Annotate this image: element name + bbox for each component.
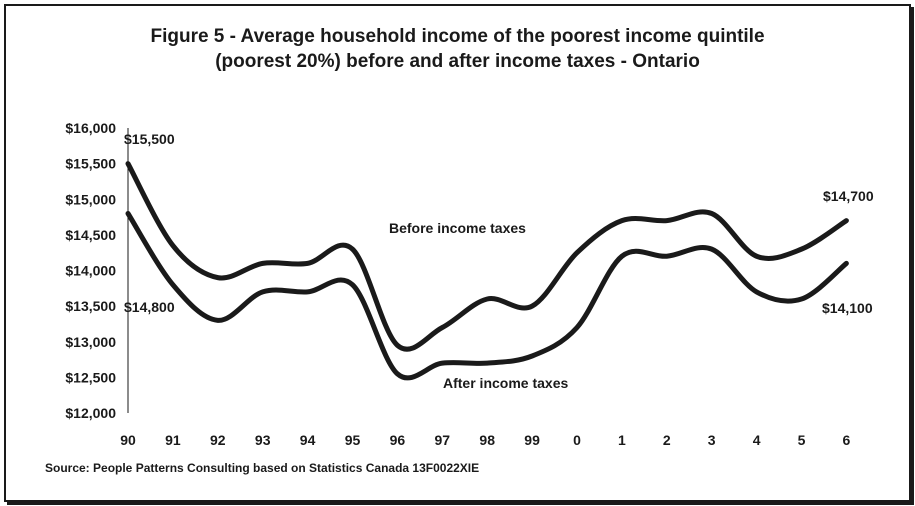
y-tick-label: $13,500 xyxy=(65,298,116,314)
before-end-value-label: $14,700 xyxy=(823,188,874,204)
y-tick-label: $15,000 xyxy=(65,191,116,207)
x-tick-label: 98 xyxy=(479,432,495,448)
chart-title-line-2: (poorest 20%) before and after income ta… xyxy=(215,51,700,72)
x-tick-label: 95 xyxy=(345,432,361,448)
chart-frame xyxy=(4,4,911,502)
before-series-label: Before income taxes xyxy=(389,220,526,236)
y-tick-label: $14,500 xyxy=(65,227,116,243)
source-note: Source: People Patterns Consulting based… xyxy=(45,461,480,475)
x-axis-ticks: 90 91 92 93 94 95 96 97 98 99 0 1 2 3 4 5 6 xyxy=(120,432,850,448)
before-income-taxes-line xyxy=(125,161,849,352)
x-tick-label: 1 xyxy=(618,432,626,448)
y-tick-label: $14,000 xyxy=(65,263,116,279)
x-tick-label: 4 xyxy=(753,432,761,448)
chart-title: Figure 5 - Average household income of t… xyxy=(0,24,915,74)
y-tick-label: $15,500 xyxy=(65,156,116,172)
x-tick-label: 6 xyxy=(843,432,851,448)
y-tick-label: $12,500 xyxy=(65,369,116,385)
before-start-value-label: $15,500 xyxy=(124,131,175,147)
x-tick-label: 92 xyxy=(210,432,226,448)
after-series-label: After income taxes xyxy=(443,375,568,391)
y-tick-label: $13,000 xyxy=(65,334,116,350)
x-tick-label: 93 xyxy=(255,432,271,448)
x-tick-label: 5 xyxy=(798,432,806,448)
series-layer xyxy=(125,161,849,381)
x-tick-label: 2 xyxy=(663,432,671,448)
x-tick-label: 0 xyxy=(573,432,581,448)
x-tick-label: 90 xyxy=(120,432,136,448)
x-tick-label: 97 xyxy=(435,432,451,448)
x-tick-label: 91 xyxy=(165,432,181,448)
x-tick-label: 96 xyxy=(390,432,406,448)
x-tick-label: 94 xyxy=(300,432,316,448)
after-start-value-label: $14,800 xyxy=(124,299,175,315)
x-tick-label: 99 xyxy=(524,432,540,448)
y-tick-label: $12,000 xyxy=(65,405,116,421)
x-tick-label: 3 xyxy=(708,432,716,448)
chart-title-line-1: Figure 5 - Average household income of t… xyxy=(150,26,765,47)
y-axis-ticks: $12,000 $12,500 $13,000 $13,500 $14,000 $14,5… xyxy=(65,120,116,421)
after-end-value-label: $14,100 xyxy=(822,300,873,316)
y-tick-label: $16,000 xyxy=(65,120,116,136)
after-income-taxes-line xyxy=(125,211,849,381)
